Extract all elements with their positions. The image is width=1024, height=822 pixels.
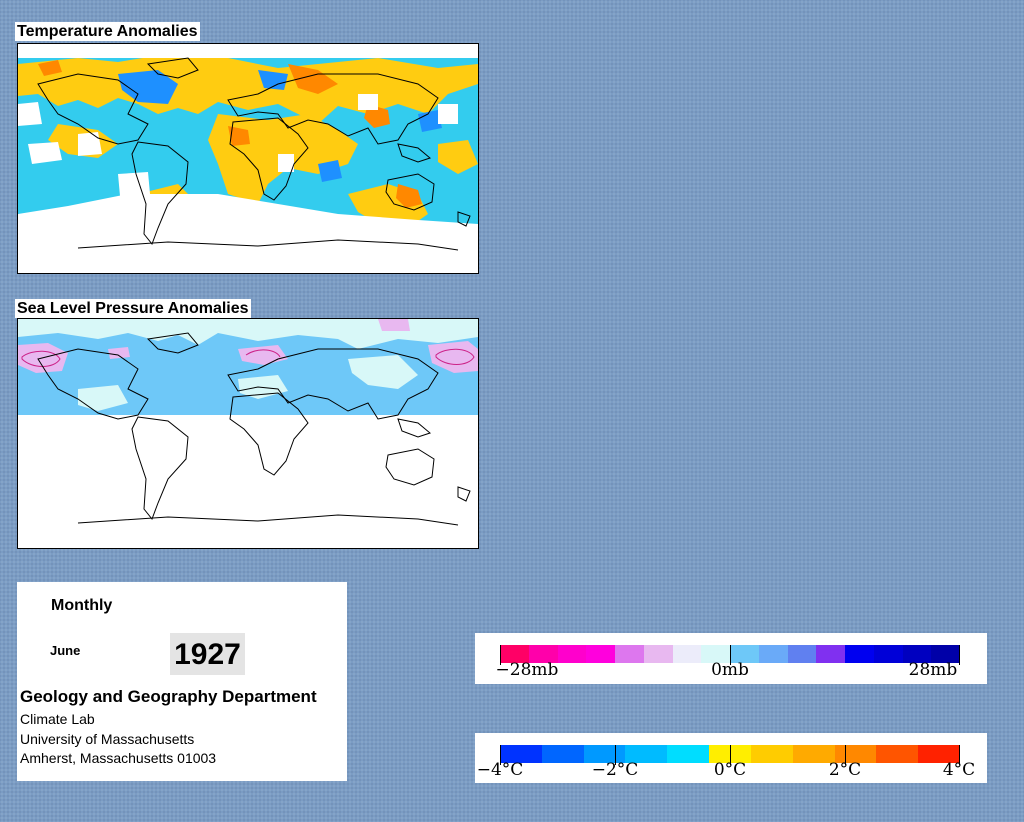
pressure-color-swatch <box>643 645 673 663</box>
pressure-color-swatch <box>557 645 587 663</box>
pressure-color-swatch <box>873 645 903 663</box>
pressure-anomaly-map <box>17 318 479 549</box>
temperature-color-swatch <box>667 745 710 763</box>
pressure-legend: −28mb 0mb 28mb <box>475 633 987 684</box>
temperature-label-minus4: −4°C <box>476 760 524 780</box>
temperature-label-minus2: −2°C <box>591 760 639 780</box>
pressure-tick <box>500 645 501 665</box>
pressure-map-title: Sea Level Pressure Anomalies <box>15 299 251 318</box>
temperature-color-swatch <box>834 745 877 763</box>
temperature-legend: −4°C −2°C 0°C 2°C 4°C <box>475 733 987 783</box>
temperature-color-swatch <box>583 745 626 763</box>
pressure-color-swatch <box>816 645 845 663</box>
pressure-tick <box>959 645 960 665</box>
pressure-color-swatch <box>586 645 615 663</box>
temperature-color-swatch <box>792 745 835 763</box>
pressure-color-swatch <box>787 645 817 663</box>
temperature-color-swatch <box>709 745 751 763</box>
temperature-tick <box>845 745 846 765</box>
pressure-color-swatch <box>730 645 759 663</box>
month-label: June <box>50 643 81 658</box>
temperature-tick <box>500 745 501 765</box>
pressure-color-swatch <box>615 645 644 663</box>
temperature-color-swatch <box>876 745 919 763</box>
temperature-color-swatch <box>918 745 960 763</box>
university-name: University of Massachusetts <box>20 731 195 747</box>
temperature-anomaly-map <box>17 43 479 274</box>
pressure-color-swatch <box>500 645 529 663</box>
pressure-color-swatch <box>672 645 702 663</box>
address-line: Amherst, Massachusetts 01003 <box>20 750 217 766</box>
temperature-label-plus2: 2°C <box>828 760 862 780</box>
temperature-color-swatch <box>750 745 793 763</box>
temperature-label-zero: 0°C <box>713 760 747 780</box>
pressure-color-swatch <box>758 645 788 663</box>
temperature-color-swatch <box>625 745 668 763</box>
period-label: Monthly <box>51 597 113 614</box>
pressure-color-swatch <box>845 645 874 663</box>
pressure-tick <box>730 645 731 665</box>
pressure-label-max: 28mb <box>908 660 958 680</box>
temperature-color-bar <box>500 745 960 763</box>
pressure-color-swatch <box>902 645 932 663</box>
pressure-color-swatch <box>701 645 730 663</box>
pressure-color-swatch <box>931 645 960 663</box>
pressure-color-swatch <box>528 645 558 663</box>
temperature-color-swatch <box>541 745 584 763</box>
temperature-tick <box>615 745 616 765</box>
temperature-tick <box>959 745 960 765</box>
lab-name: Climate Lab <box>20 711 95 727</box>
department-name: Geology and Geography Department <box>20 687 317 706</box>
temperature-tick <box>730 745 731 765</box>
year-display: 1927 <box>170 633 245 675</box>
temperature-map-title: Temperature Anomalies <box>15 22 200 41</box>
temperature-label-plus4: 4°C <box>942 760 976 780</box>
temperature-color-swatch <box>500 745 542 763</box>
pressure-color-bar <box>500 645 960 663</box>
pressure-label-zero: 0mb <box>711 660 749 680</box>
pressure-label-min: −28mb <box>495 660 559 680</box>
info-panel: Monthly June 1927 Geology and Geography … <box>17 582 347 781</box>
